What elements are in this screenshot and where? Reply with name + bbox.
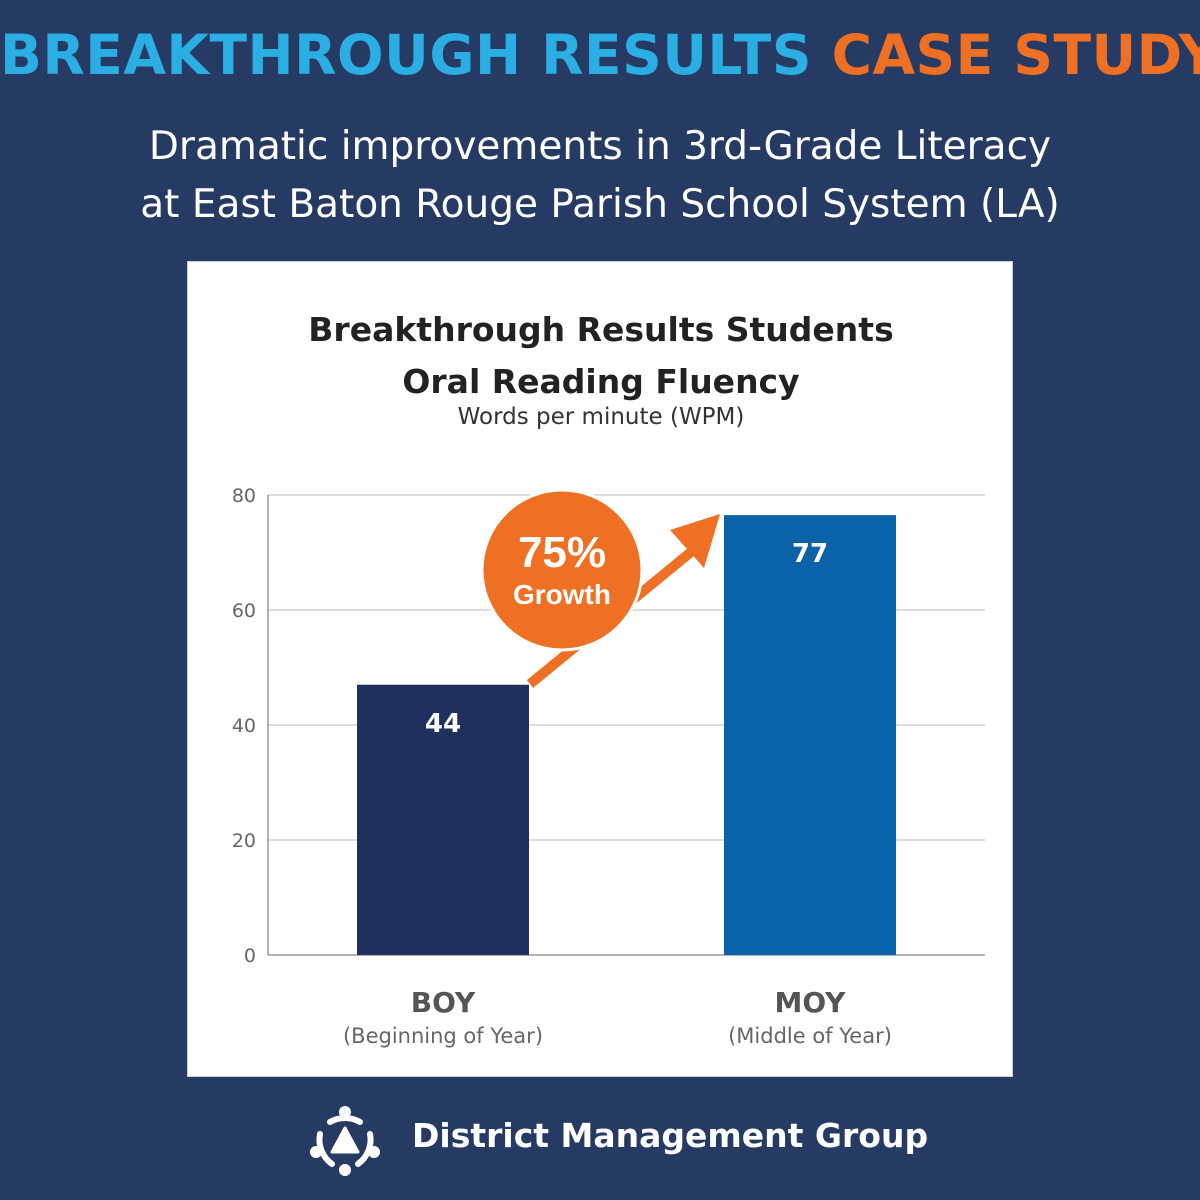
chart-subtitle: Words per minute (WPM): [457, 404, 745, 430]
headline-part1: BREAKTHROUGH RESULTS: [0, 23, 812, 87]
headline: BREAKTHROUGH RESULTS CASE STUDY: [0, 22, 1200, 88]
x-category-label: MOY: [775, 986, 847, 1019]
y-tick-label: 60: [232, 600, 256, 622]
chart-title: Breakthrough Results Students Oral Readi…: [188, 304, 1014, 408]
growth-arrow-head: [670, 514, 720, 568]
dmg-logo-icon: [310, 1106, 380, 1176]
x-category-sublabel: (Beginning of Year): [343, 1024, 543, 1048]
chart-title-line-1: Breakthrough Results Students: [308, 310, 894, 349]
y-tick-label: 80: [232, 485, 256, 507]
y-tick-label: 40: [232, 715, 256, 737]
chart-title-line-2: Oral Reading Fluency: [402, 362, 800, 401]
x-category-label: BOY: [411, 986, 476, 1019]
footer: District Management Group: [0, 1100, 1200, 1180]
x-category-sublabel: (Middle of Year): [728, 1024, 892, 1048]
growth-percent: 75%: [518, 528, 606, 577]
bar-chart: 0 20 40 60 80 44 BOY (Beginning of Year) 77 MOY (M…: [232, 485, 985, 1048]
subtitle-line-1: Dramatic improvements in 3rd-Grade Liter…: [148, 124, 1052, 169]
subtitle: Dramatic improvements in 3rd-Grade Liter…: [0, 118, 1200, 234]
brand-name: District Management Group: [412, 1116, 929, 1155]
data-label: 44: [425, 709, 461, 739]
y-tick-label: 0: [244, 945, 256, 967]
growth-label: Growth: [513, 579, 611, 610]
chart-panel: Breakthrough Results Students Oral Readi…: [187, 261, 1013, 1077]
y-tick-label: 20: [232, 830, 256, 852]
headline-part2: CASE STUDY: [831, 23, 1200, 87]
data-label: 77: [792, 539, 828, 569]
subtitle-line-2: at East Baton Rouge Parish School System…: [140, 182, 1060, 227]
bar-moy: [724, 515, 896, 955]
growth-badge: [480, 488, 644, 652]
bar-boy: [357, 684, 529, 955]
